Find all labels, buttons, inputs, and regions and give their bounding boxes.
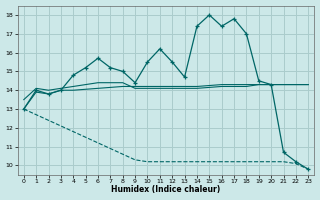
X-axis label: Humidex (Indice chaleur): Humidex (Indice chaleur) <box>111 185 221 194</box>
